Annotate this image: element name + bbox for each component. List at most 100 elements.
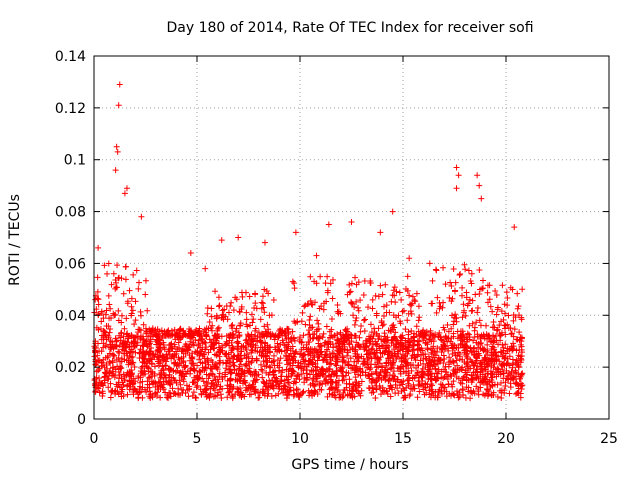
data-point (414, 394, 421, 401)
data-point (226, 389, 233, 396)
data-point (243, 384, 250, 391)
data-point (105, 384, 112, 391)
data-point (359, 369, 366, 376)
data-point (463, 360, 470, 367)
data-point (168, 374, 175, 381)
data-point (249, 346, 256, 353)
data-point (385, 343, 392, 350)
data-point (449, 383, 456, 390)
data-point (446, 294, 453, 301)
data-point (227, 359, 234, 366)
data-point (195, 328, 202, 335)
data-point (453, 357, 460, 364)
data-point (498, 395, 505, 402)
data-point (321, 340, 328, 347)
data-point (398, 388, 405, 395)
data-point (124, 300, 131, 307)
data-point (378, 336, 385, 343)
x-tick-label: 15 (394, 431, 412, 447)
data-point (351, 332, 358, 339)
data-point (230, 362, 237, 369)
data-point (327, 280, 334, 287)
data-point (287, 387, 294, 394)
data-point (440, 375, 447, 382)
data-point (444, 338, 451, 345)
data-point (411, 297, 418, 304)
data-point (319, 334, 326, 341)
data-point (274, 340, 281, 347)
data-point (406, 377, 413, 384)
data-point (306, 316, 313, 323)
data-point (169, 385, 176, 392)
data-point (120, 339, 127, 346)
data-point (428, 370, 435, 377)
data-point (518, 316, 525, 323)
data-point (310, 347, 317, 354)
data-point (113, 356, 120, 363)
data-point (234, 385, 241, 392)
data-point (233, 370, 240, 377)
data-point (282, 328, 289, 335)
data-point (251, 304, 258, 311)
data-point (449, 351, 456, 358)
data-point (298, 339, 305, 346)
data-point (438, 390, 445, 397)
data-point (123, 185, 130, 192)
data-point (228, 299, 235, 306)
data-point (272, 392, 279, 399)
data-point (218, 237, 225, 244)
data-point (272, 332, 279, 339)
data-point (348, 338, 355, 345)
data-point (488, 349, 495, 356)
data-point (490, 319, 497, 326)
data-point (135, 285, 142, 292)
data-point (446, 354, 453, 361)
data-point (156, 347, 163, 354)
data-point (459, 292, 466, 299)
data-point (230, 307, 237, 314)
data-point (291, 280, 298, 287)
data-point (415, 341, 422, 348)
data-point (428, 376, 435, 383)
data-point (343, 369, 350, 376)
data-point (300, 351, 307, 358)
data-point (206, 372, 213, 379)
data-point (345, 362, 352, 369)
data-point (212, 288, 219, 295)
data-point (352, 374, 359, 381)
data-point (328, 326, 335, 333)
data-point (467, 344, 474, 351)
data-point (153, 393, 160, 400)
data-point (480, 277, 487, 284)
data-point (490, 332, 497, 339)
data-point (389, 208, 396, 215)
data-point (367, 280, 374, 287)
y-tick-label: 0.02 (55, 360, 86, 376)
data-point (262, 340, 269, 347)
data-point (236, 352, 243, 359)
data-point (493, 327, 500, 334)
data-point (348, 280, 355, 287)
data-point (361, 277, 368, 284)
data-point (498, 349, 505, 356)
data-point (262, 383, 269, 390)
data-point (278, 377, 285, 384)
data-point (134, 339, 141, 346)
data-point (381, 387, 388, 394)
data-point (440, 324, 447, 331)
data-point (476, 290, 483, 297)
data-point (203, 393, 210, 400)
data-point (116, 81, 123, 88)
data-point (215, 324, 222, 331)
data-point (211, 344, 218, 351)
data-point (252, 325, 259, 332)
data-point (101, 328, 108, 335)
data-point (414, 346, 421, 353)
data-point (323, 359, 330, 366)
data-point (363, 361, 370, 368)
data-point (157, 370, 164, 377)
data-point (405, 310, 412, 317)
data-point (242, 337, 249, 344)
data-point (151, 327, 158, 334)
